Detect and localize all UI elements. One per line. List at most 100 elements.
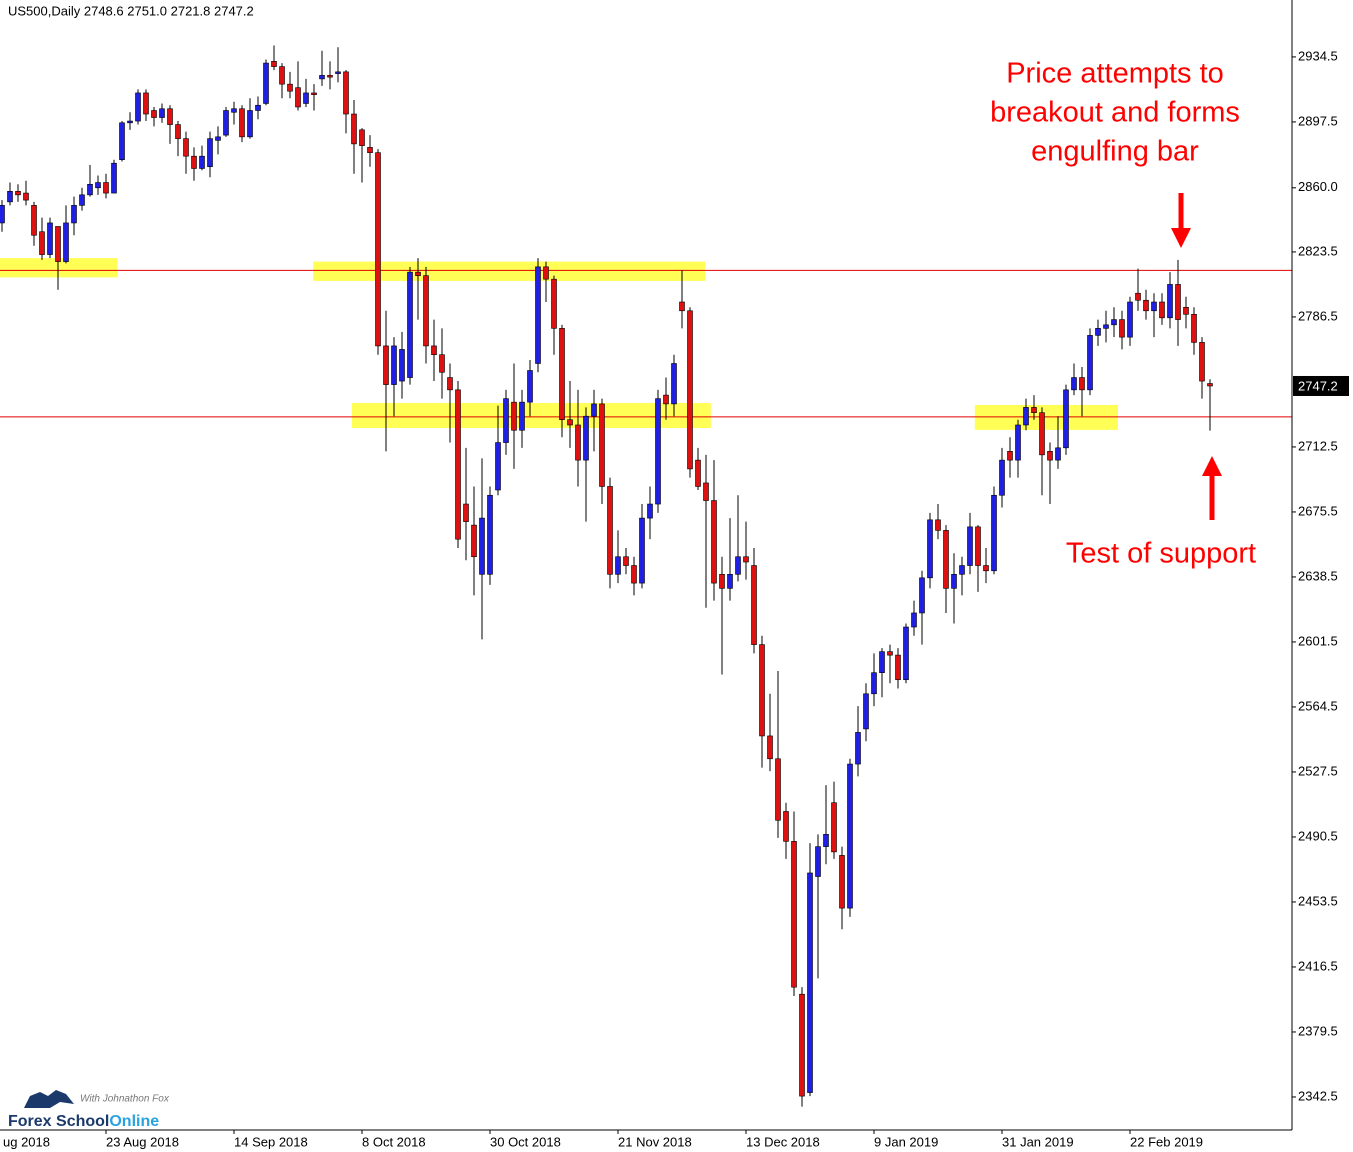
y-tick-label: 2379.5 [1298, 1023, 1338, 1038]
candle-body [735, 556, 741, 575]
y-tick-label: 2342.5 [1298, 1088, 1338, 1103]
candle-body [1063, 389, 1069, 449]
plot-area [0, 45, 1292, 1107]
x-tick-label: ug 2018 [3, 1134, 50, 1149]
candle-body [1167, 284, 1173, 319]
candle-body [631, 565, 637, 584]
candle-body [39, 231, 45, 255]
candle-body [727, 574, 733, 589]
candle-body [0, 205, 5, 224]
candle-body [1199, 342, 1205, 382]
candle-body [207, 138, 213, 168]
candle-body [839, 855, 845, 909]
candle-body [543, 266, 549, 280]
candle-body [87, 183, 93, 196]
candle-body [863, 693, 869, 730]
candle-body [1071, 377, 1077, 391]
candle-body [943, 530, 949, 589]
candle-body [951, 574, 957, 589]
candle-body [551, 278, 557, 329]
candle-body [55, 226, 61, 262]
candle-body [1103, 324, 1109, 329]
support-resistance-zone [313, 261, 706, 281]
candle-body [111, 162, 117, 194]
candle-body [343, 71, 349, 115]
support-resistance-zone [352, 403, 711, 428]
candle-body [471, 524, 477, 558]
candle-body [15, 191, 21, 196]
x-tick-label: 31 Jan 2019 [1002, 1134, 1074, 1149]
x-tick-label: 21 Nov 2018 [618, 1134, 692, 1149]
candle-body [799, 993, 805, 1097]
candle-body [1119, 319, 1125, 338]
chart-header: US500,Daily 2748.6 2751.0 2721.8 2747.2 [8, 3, 254, 18]
candle-body [487, 494, 493, 575]
candle-body [567, 419, 573, 426]
y-tick-label: 2416.5 [1298, 958, 1338, 973]
candle-body [455, 389, 461, 540]
logo-name-accent: Online [109, 1113, 159, 1130]
candle-body [703, 482, 709, 501]
candle-body [927, 519, 933, 579]
candle-body [159, 108, 165, 118]
candle-body [359, 129, 365, 146]
y-tick-label: 2823.5 [1298, 243, 1338, 258]
candle-body [79, 194, 85, 206]
y-tick-label: 2934.5 [1298, 48, 1338, 63]
candle-body [311, 92, 317, 95]
candle-body [1135, 292, 1141, 301]
arrow-up-head [1202, 456, 1222, 476]
candle-body [239, 108, 245, 138]
logo-name: Forex SchoolOnline [8, 1113, 159, 1130]
candle-body [559, 328, 565, 421]
x-tick-label: 23 Aug 2018 [106, 1134, 179, 1149]
y-tick-label: 2860.0 [1298, 179, 1338, 194]
candle-body [191, 155, 197, 169]
candle-body [271, 61, 277, 67]
candle-body [1143, 299, 1149, 312]
candle-body [919, 577, 925, 614]
annotation-arrows [1171, 193, 1222, 520]
candle-body [679, 301, 685, 312]
candle-body [167, 108, 173, 125]
candle-body [695, 459, 701, 487]
x-tick-label: 30 Oct 2018 [490, 1134, 561, 1149]
candle-body [63, 222, 69, 262]
candle-body [223, 110, 229, 136]
logo: With Johnathon Fox Forex SchoolOnline [8, 1090, 170, 1130]
candle-body [399, 349, 405, 382]
candle-body [599, 403, 605, 487]
support-resistance-zone [974, 404, 1118, 430]
candle-body [215, 136, 221, 141]
candle-body [319, 75, 325, 80]
candle-body [503, 398, 509, 443]
candle-body [711, 500, 717, 584]
price-tag-label: 2747.2 [1298, 378, 1338, 393]
candle-body [935, 519, 941, 531]
candle-body [1031, 407, 1037, 413]
candle-body [303, 92, 309, 104]
candle-body [663, 394, 669, 405]
candle-body [511, 401, 517, 431]
candle-body [855, 732, 861, 765]
logo-name-main: Forex School [8, 1113, 109, 1130]
candle-body [247, 110, 253, 138]
y-tick-label: 2564.5 [1298, 698, 1338, 713]
candle-body [583, 415, 589, 461]
arrow-down-head [1171, 228, 1191, 248]
candle-body [463, 503, 469, 522]
candle-body [975, 526, 981, 566]
candle-body [871, 672, 877, 695]
candle-body [615, 556, 621, 575]
candle-body [231, 108, 237, 113]
candle-body [95, 182, 101, 189]
x-tick-label: 9 Jan 2019 [874, 1134, 938, 1149]
candle-body [351, 113, 357, 145]
candle-body [143, 92, 149, 115]
candle-body [23, 192, 29, 201]
candle-body [255, 104, 261, 111]
candle-body [775, 758, 781, 821]
candle-body [1127, 301, 1133, 338]
logo-icon [24, 1090, 74, 1108]
candle-body [879, 651, 885, 673]
